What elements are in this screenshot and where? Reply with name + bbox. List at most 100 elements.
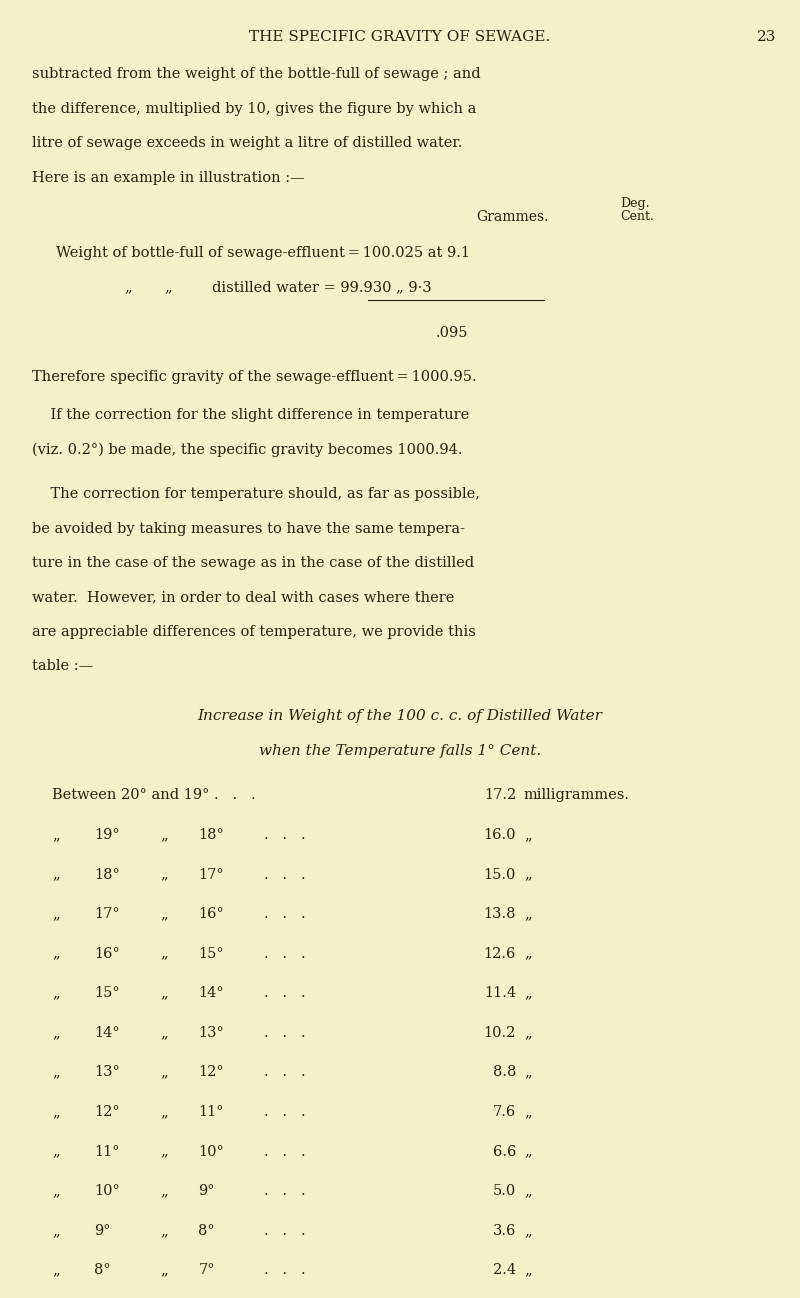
Text: water.  However, in order to deal with cases where there: water. However, in order to deal with ca… bbox=[32, 591, 454, 605]
Text: Weight of bottle-full of sewage-effluent = 100.025 at 9.1: Weight of bottle-full of sewage-effluent… bbox=[56, 247, 470, 261]
Text: .   .   .: . . . bbox=[264, 986, 306, 1001]
Text: be avoided by taking measures to have the same tempera-: be avoided by taking measures to have th… bbox=[32, 522, 465, 536]
Text: „: „ bbox=[52, 986, 60, 1001]
Text: 17°: 17° bbox=[94, 907, 120, 922]
Text: 14°: 14° bbox=[94, 1025, 120, 1040]
Text: 16.0: 16.0 bbox=[483, 828, 516, 842]
Text: 8°: 8° bbox=[198, 1224, 215, 1238]
Text: ture in the case of the sewage as in the case of the distilled: ture in the case of the sewage as in the… bbox=[32, 556, 474, 570]
Text: 17°: 17° bbox=[198, 867, 224, 881]
Text: .   .   .: . . . bbox=[264, 867, 306, 881]
Text: „: „ bbox=[524, 907, 532, 922]
Text: „: „ bbox=[164, 280, 172, 295]
Text: „: „ bbox=[524, 1025, 532, 1040]
Text: „: „ bbox=[160, 1224, 168, 1238]
Text: „: „ bbox=[160, 1025, 168, 1040]
Text: Grammes.: Grammes. bbox=[476, 210, 548, 225]
Text: 15°: 15° bbox=[94, 986, 120, 1001]
Text: 2.4: 2.4 bbox=[493, 1263, 516, 1277]
Text: „: „ bbox=[160, 1263, 168, 1277]
Text: 13°: 13° bbox=[198, 1025, 224, 1040]
Text: .   .   .: . . . bbox=[264, 1224, 306, 1238]
Text: subtracted from the weight of the bottle-full of sewage ; and: subtracted from the weight of the bottle… bbox=[32, 67, 481, 82]
Text: „: „ bbox=[52, 907, 60, 922]
Text: 12°: 12° bbox=[94, 1105, 120, 1119]
Text: „: „ bbox=[160, 828, 168, 842]
Text: 8.8: 8.8 bbox=[493, 1066, 516, 1080]
Text: „: „ bbox=[124, 280, 132, 295]
Text: „: „ bbox=[160, 986, 168, 1001]
Text: Therefore specific gravity of the sewage-effluent = 1000.95.: Therefore specific gravity of the sewage… bbox=[32, 370, 477, 384]
Text: „: „ bbox=[524, 1066, 532, 1080]
Text: 13.8: 13.8 bbox=[483, 907, 516, 922]
Text: „: „ bbox=[52, 946, 60, 961]
Text: 6.6: 6.6 bbox=[493, 1145, 516, 1159]
Text: .   .   .: . . . bbox=[264, 1184, 306, 1198]
Text: 7.6: 7.6 bbox=[493, 1105, 516, 1119]
Text: „: „ bbox=[52, 1224, 60, 1238]
Text: „: „ bbox=[160, 1066, 168, 1080]
Text: .095: .095 bbox=[436, 326, 469, 340]
Text: Deg.: Deg. bbox=[620, 197, 650, 210]
Text: 17.2: 17.2 bbox=[484, 788, 516, 802]
Text: 19°: 19° bbox=[94, 828, 120, 842]
Text: „: „ bbox=[52, 1263, 60, 1277]
Text: „: „ bbox=[160, 907, 168, 922]
Text: „: „ bbox=[52, 867, 60, 881]
Text: .   .   .: . . . bbox=[264, 828, 306, 842]
Text: „: „ bbox=[160, 1145, 168, 1159]
Text: are appreciable differences of temperature, we provide this: are appreciable differences of temperatu… bbox=[32, 624, 476, 639]
Text: „: „ bbox=[52, 1105, 60, 1119]
Text: .   .   .: . . . bbox=[264, 907, 306, 922]
Text: 10.2: 10.2 bbox=[484, 1025, 516, 1040]
Text: „: „ bbox=[160, 867, 168, 881]
Text: 16°: 16° bbox=[94, 946, 120, 961]
Text: „: „ bbox=[524, 1145, 532, 1159]
Text: .   .   .: . . . bbox=[264, 1025, 306, 1040]
Text: 10°: 10° bbox=[94, 1184, 120, 1198]
Text: 10°: 10° bbox=[198, 1145, 224, 1159]
Text: 7°: 7° bbox=[198, 1263, 215, 1277]
Text: „: „ bbox=[524, 1105, 532, 1119]
Text: .   .   .: . . . bbox=[264, 1066, 306, 1080]
Text: .   .   .: . . . bbox=[264, 1145, 306, 1159]
Text: 3.6: 3.6 bbox=[493, 1224, 516, 1238]
Text: 8°: 8° bbox=[94, 1263, 111, 1277]
Text: „: „ bbox=[160, 1184, 168, 1198]
Text: 11.4: 11.4 bbox=[484, 986, 516, 1001]
Text: „: „ bbox=[52, 1025, 60, 1040]
Text: „: „ bbox=[52, 828, 60, 842]
Text: 15.0: 15.0 bbox=[484, 867, 516, 881]
Text: 23: 23 bbox=[757, 30, 776, 44]
Text: „: „ bbox=[524, 1184, 532, 1198]
Text: „: „ bbox=[524, 1263, 532, 1277]
Text: „: „ bbox=[52, 1184, 60, 1198]
Text: „: „ bbox=[160, 1105, 168, 1119]
Text: „: „ bbox=[524, 946, 532, 961]
Text: Cent.: Cent. bbox=[620, 210, 654, 223]
Text: 9°: 9° bbox=[198, 1184, 215, 1198]
Text: The correction for temperature should, as far as possible,: The correction for temperature should, a… bbox=[32, 487, 480, 501]
Text: 11°: 11° bbox=[198, 1105, 224, 1119]
Text: 18°: 18° bbox=[198, 828, 224, 842]
Text: .   .   .: . . . bbox=[264, 946, 306, 961]
Text: 18°: 18° bbox=[94, 867, 120, 881]
Text: „: „ bbox=[524, 986, 532, 1001]
Text: distilled water = 99.930 „ 9·3: distilled water = 99.930 „ 9·3 bbox=[212, 280, 432, 295]
Text: milligrammes.: milligrammes. bbox=[524, 788, 630, 802]
Text: .   .   .: . . . bbox=[264, 1263, 306, 1277]
Text: „: „ bbox=[52, 1066, 60, 1080]
Text: „: „ bbox=[52, 1145, 60, 1159]
Text: (viz. 0.2°) be made, the specific gravity becomes 1000.94.: (viz. 0.2°) be made, the specific gravit… bbox=[32, 443, 462, 457]
Text: 9°: 9° bbox=[94, 1224, 111, 1238]
Text: 12.6: 12.6 bbox=[484, 946, 516, 961]
Text: the difference, multiplied by 10, gives the figure by which a: the difference, multiplied by 10, gives … bbox=[32, 103, 476, 116]
Text: Here is an example in illustration :—: Here is an example in illustration :— bbox=[32, 171, 305, 184]
Text: If the correction for the slight difference in temperature: If the correction for the slight differe… bbox=[32, 408, 470, 422]
Text: when the Temperature falls 1° Cent.: when the Temperature falls 1° Cent. bbox=[259, 744, 541, 758]
Text: 5.0: 5.0 bbox=[493, 1184, 516, 1198]
Text: „: „ bbox=[524, 1224, 532, 1238]
Text: Increase in Weight of the 100 c. c. of Distilled Water: Increase in Weight of the 100 c. c. of D… bbox=[198, 709, 602, 723]
Text: 12°: 12° bbox=[198, 1066, 224, 1080]
Text: „: „ bbox=[524, 867, 532, 881]
